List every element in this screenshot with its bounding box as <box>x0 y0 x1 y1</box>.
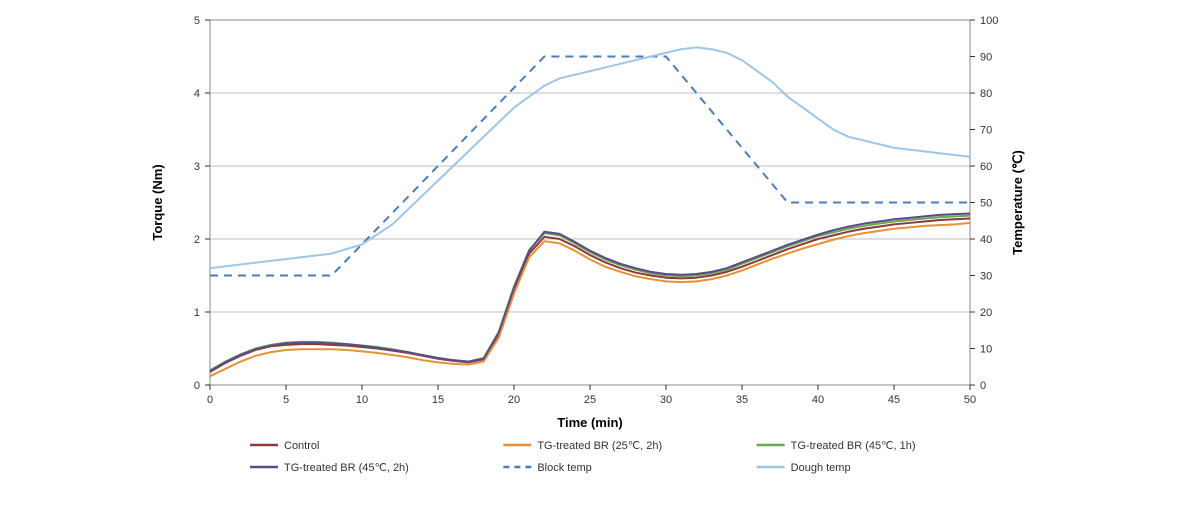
y-right-tick-label: 50 <box>980 198 992 210</box>
legend-label: TG-treated BR (45℃, 2h) <box>284 462 409 474</box>
x-tick-label: 15 <box>432 394 444 406</box>
y-left-axis-label: Torque (Nm) <box>150 164 165 240</box>
x-tick-label: 25 <box>584 394 596 406</box>
y-right-tick-label: 10 <box>980 344 992 356</box>
y-right-tick-label: 0 <box>980 380 986 392</box>
y-right-tick-label: 90 <box>980 52 992 64</box>
legend-label: Dough temp <box>791 462 851 474</box>
y-right-tick-label: 80 <box>980 88 992 100</box>
y-right-tick-label: 40 <box>980 234 992 246</box>
legend-label: Control <box>284 440 319 452</box>
y-right-tick-label: 70 <box>980 125 992 137</box>
legend-label: Block temp <box>537 462 591 474</box>
y-left-tick-label: 2 <box>194 234 200 246</box>
x-tick-label: 35 <box>736 394 748 406</box>
x-tick-label: 45 <box>888 394 900 406</box>
y-right-tick-label: 30 <box>980 271 992 283</box>
chart-container: 0510152025303540455001234501020304050607… <box>140 10 1040 520</box>
y-left-tick-label: 3 <box>194 161 200 173</box>
y-left-tick-label: 1 <box>194 307 200 319</box>
x-tick-label: 30 <box>660 394 672 406</box>
x-tick-label: 40 <box>812 394 824 406</box>
y-right-axis-label: Temperature (℃) <box>1010 150 1025 255</box>
y-right-tick-label: 20 <box>980 307 992 319</box>
x-tick-label: 20 <box>508 394 520 406</box>
x-tick-label: 50 <box>964 394 976 406</box>
y-left-tick-label: 0 <box>194 380 200 392</box>
x-tick-label: 10 <box>356 394 368 406</box>
y-right-tick-label: 100 <box>980 15 998 27</box>
y-right-tick-label: 60 <box>980 161 992 173</box>
y-left-tick-label: 4 <box>194 88 200 100</box>
legend-label: TG-treated BR (45℃, 1h) <box>791 440 916 452</box>
x-axis-label: Time (min) <box>557 415 623 430</box>
x-tick-label: 5 <box>283 394 289 406</box>
chart-svg: 0510152025303540455001234501020304050607… <box>140 10 1040 520</box>
legend-label: TG-treated BR (25℃, 2h) <box>537 440 662 452</box>
x-tick-label: 0 <box>207 394 213 406</box>
y-left-tick-label: 5 <box>194 15 200 27</box>
